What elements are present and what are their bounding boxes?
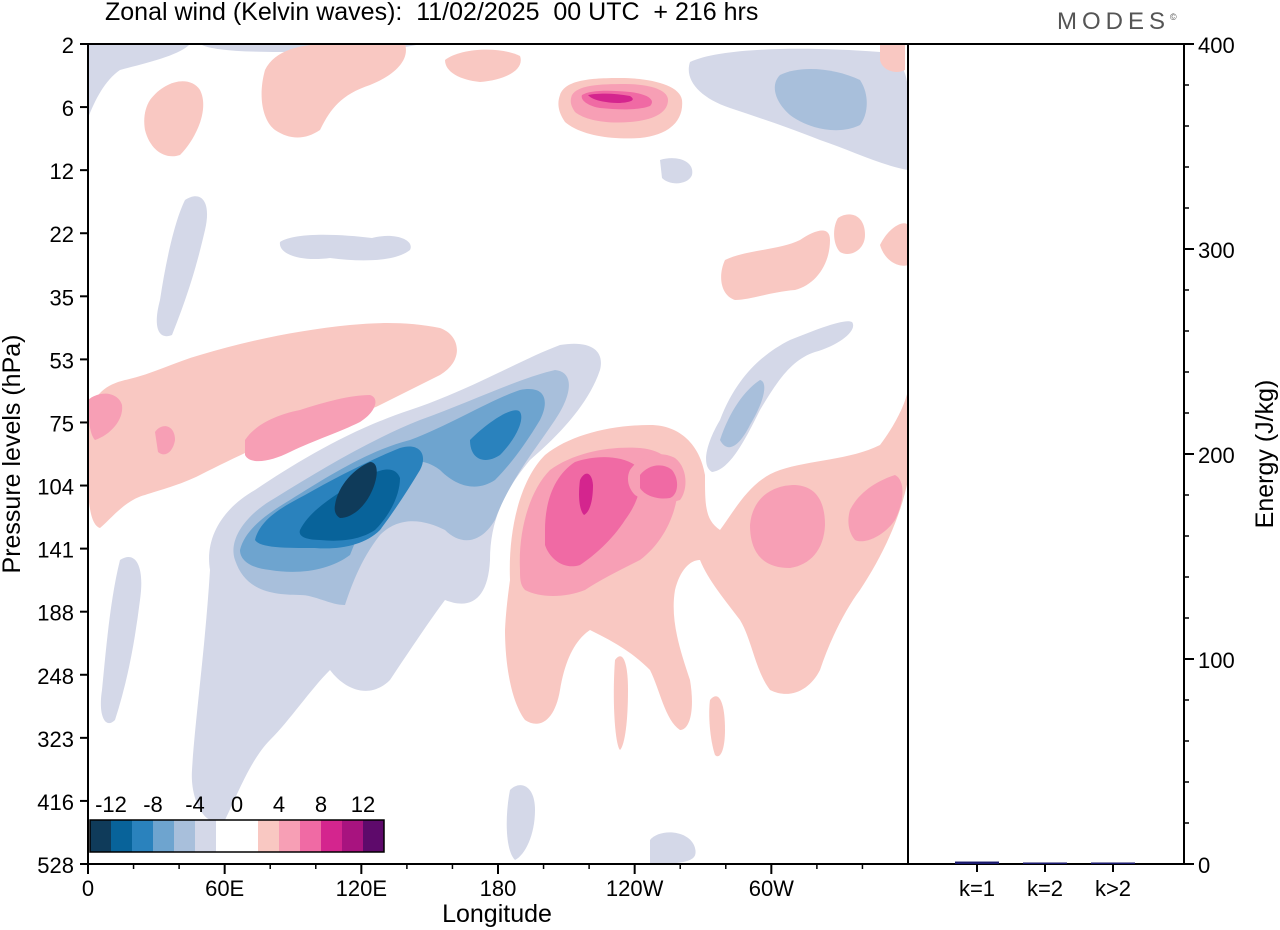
y-tick-label: 22 bbox=[50, 222, 74, 247]
contour-field bbox=[88, 44, 908, 864]
contour-pos-upper-far-right bbox=[880, 223, 908, 266]
energy-tick-label: 400 bbox=[1198, 33, 1235, 58]
contour-neg-right-streak bbox=[706, 321, 854, 472]
colorbar-swatch bbox=[216, 820, 237, 852]
colorbar-swatch bbox=[111, 820, 132, 852]
colorbar-label: -8 bbox=[143, 792, 163, 817]
y-tick-label: 53 bbox=[50, 348, 74, 373]
x-tick-label: 0 bbox=[82, 876, 94, 901]
contour-pos-60w-2 bbox=[750, 485, 825, 568]
colorbar-swatch bbox=[342, 820, 363, 852]
y-tick-label: 2 bbox=[62, 33, 74, 58]
colorbar-label: -12 bbox=[95, 792, 127, 817]
energy-bars bbox=[955, 861, 1135, 864]
energy-frame bbox=[907, 43, 1185, 865]
contour-neg-upper-right-2 bbox=[774, 68, 867, 131]
colorbar-swatch bbox=[195, 820, 216, 852]
colorbar-label: 4 bbox=[273, 792, 285, 817]
k-tick-label: k>2 bbox=[1095, 876, 1131, 901]
energy-bar bbox=[955, 861, 999, 864]
brand-logo: MODES© bbox=[1057, 8, 1177, 36]
colorbar-frame bbox=[89, 819, 385, 853]
energy-tick-label: 200 bbox=[1198, 443, 1235, 468]
colorbar-swatch bbox=[321, 820, 342, 852]
contour-pos-far-right-2 bbox=[848, 475, 903, 542]
y-tick-label: 75 bbox=[50, 411, 74, 436]
colorbar: -12 -8 -4 0 4 8 12 bbox=[89, 792, 385, 853]
contour-pos-120w-3 bbox=[640, 465, 678, 499]
y-tick-label: 6 bbox=[62, 96, 74, 121]
y-axis-label: Pressure levels (hPa) bbox=[0, 335, 26, 574]
colorbar-swatch bbox=[279, 820, 300, 852]
contour-neg-22 bbox=[279, 234, 411, 261]
colorbar-label: -4 bbox=[185, 792, 205, 817]
energy-tick-label: 100 bbox=[1198, 648, 1235, 673]
y-tick-label: 141 bbox=[37, 538, 74, 563]
colorbar-swatch bbox=[300, 820, 321, 852]
y-tick-label: 188 bbox=[37, 601, 74, 626]
contour-neg-vert-streak bbox=[156, 196, 208, 337]
y-tick-label: 323 bbox=[37, 727, 74, 752]
colorbar-swatch bbox=[363, 820, 384, 852]
chart-title: Zonal wind (Kelvin waves): 11/02/2025 00… bbox=[105, 0, 759, 26]
x-tick-label: 120W bbox=[606, 876, 664, 901]
contour-neg-right-2 bbox=[720, 380, 765, 448]
pressure-axis: 2 6 12 22 35 53 75 104 141 188 248 323 416 528 bbox=[37, 33, 88, 878]
colorbar-swatch bbox=[153, 820, 174, 852]
colorbar-swatch bbox=[90, 820, 111, 852]
contour-pos-6-4 bbox=[588, 93, 633, 103]
y-tick-label: 416 bbox=[37, 790, 74, 815]
contour-pos-lower-core bbox=[579, 473, 593, 515]
contour-pos-top-1 bbox=[261, 44, 406, 138]
energy-bar bbox=[1091, 862, 1135, 864]
longitude-axis: 0 60E 120E 180 120W 60W bbox=[82, 864, 864, 901]
colorbar-label: 8 bbox=[315, 792, 327, 817]
y-tick-label: 35 bbox=[50, 285, 74, 310]
x-tick-label: 180 bbox=[480, 876, 517, 901]
colorbar-swatch bbox=[132, 820, 153, 852]
x-tick-label: 60W bbox=[749, 876, 794, 901]
contour-pos-left-edge bbox=[88, 393, 123, 440]
x-axis-label: Longitude bbox=[442, 900, 552, 928]
energy-bar bbox=[1023, 862, 1067, 864]
x-tick-label: 60E bbox=[205, 876, 244, 901]
colorbar-swatch bbox=[258, 820, 279, 852]
contour-pos-upper-right-2 bbox=[834, 214, 865, 255]
contour-neg-bottom-blob bbox=[506, 785, 535, 860]
contour-pos-top-2 bbox=[144, 81, 204, 157]
contour-pos-top-3 bbox=[445, 49, 521, 82]
energy-axis: 0 100 200 300 400 bbox=[1184, 33, 1235, 878]
k-tick-label: k=2 bbox=[1027, 876, 1063, 901]
contour-neg-bottom-right-blob bbox=[650, 832, 696, 864]
brand-text: MODES bbox=[1057, 8, 1171, 35]
y-tick-label: 104 bbox=[37, 475, 74, 500]
colorbar-label: 0 bbox=[231, 792, 243, 817]
colorbar-label: 12 bbox=[351, 792, 375, 817]
contour-neg-main-6 bbox=[334, 462, 377, 518]
x-tick-label: 120E bbox=[336, 876, 387, 901]
contour-pos-lower-far bbox=[709, 696, 725, 757]
y-tick-label: 248 bbox=[37, 664, 74, 689]
k-tick-label: k=1 bbox=[959, 876, 995, 901]
energy-tick-label: 0 bbox=[1198, 853, 1210, 878]
contour-pos-lower-streak bbox=[613, 656, 628, 750]
contour-pos-lower-main-3 bbox=[545, 457, 641, 567]
brand-mark: © bbox=[1170, 12, 1177, 22]
energy-tick-label: 300 bbox=[1198, 238, 1235, 263]
contour-pos-right-top bbox=[880, 44, 905, 72]
contour-neg-180-core bbox=[470, 410, 522, 460]
contour-pos-left-small bbox=[155, 426, 175, 455]
colorbar-swatch bbox=[174, 820, 195, 852]
contour-neg-lower-left bbox=[100, 556, 142, 724]
contour-neg-12 bbox=[660, 158, 693, 184]
colorbar-swatch bbox=[237, 820, 258, 852]
wavenumber-axis: k=1 k=2 k>2 bbox=[959, 864, 1131, 901]
y-tick-label: 528 bbox=[37, 853, 74, 878]
energy-axis-label: Energy (J/kg) bbox=[1251, 380, 1279, 529]
contour-neg-upper-left bbox=[88, 44, 190, 118]
contour-pos-upper-right bbox=[721, 230, 830, 300]
contour-pos-main-left-2 bbox=[245, 395, 376, 462]
y-tick-label: 12 bbox=[50, 159, 74, 184]
